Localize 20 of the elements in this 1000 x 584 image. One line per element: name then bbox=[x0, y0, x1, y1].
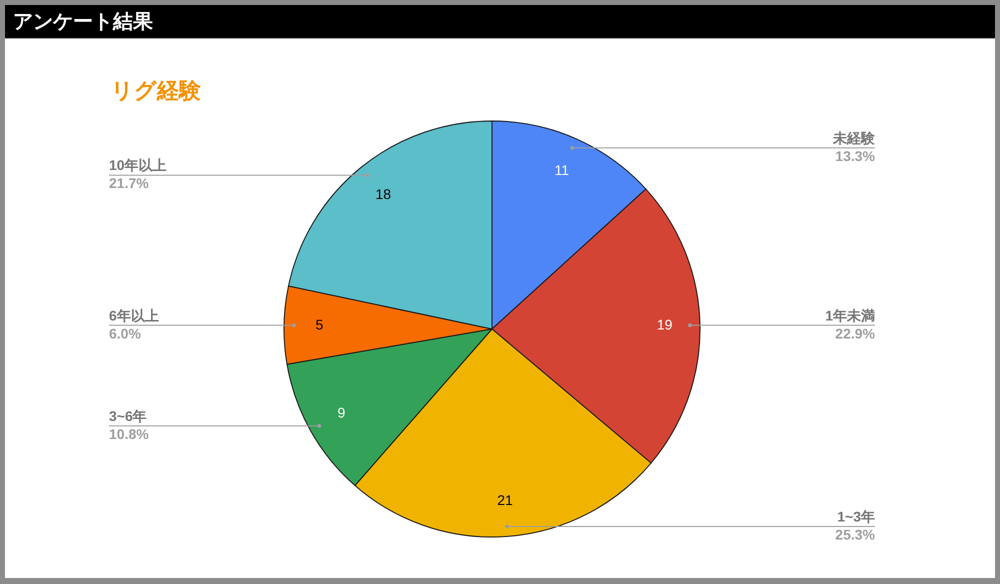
data-label: 5 bbox=[315, 316, 324, 333]
text: 10.8% bbox=[109, 426, 150, 442]
data-label: 21 bbox=[497, 492, 514, 508]
data-label: 11 bbox=[554, 162, 570, 178]
slice-label: 3~6年 bbox=[109, 408, 147, 424]
slice-label: 6年以上 bbox=[109, 307, 159, 324]
text: 25.3% bbox=[835, 526, 876, 542]
data-label: 9 bbox=[338, 404, 346, 420]
text: 6.0% bbox=[109, 325, 142, 342]
text: 22.9% bbox=[835, 325, 876, 342]
text: 13.3% bbox=[835, 148, 876, 164]
slice-label: 未経験 bbox=[832, 130, 876, 146]
slice-label: 1~3年 bbox=[837, 508, 875, 524]
chart-subtitle: リグ経験 bbox=[111, 79, 201, 105]
slice-label: 10年以上 bbox=[109, 157, 167, 174]
data-label: 18 bbox=[375, 186, 392, 202]
slice-label: 1年未満 bbox=[825, 307, 875, 324]
data-label: 19 bbox=[656, 316, 673, 333]
text: 21.7% bbox=[109, 175, 150, 192]
chart-title: アンケート結果 bbox=[5, 5, 995, 39]
